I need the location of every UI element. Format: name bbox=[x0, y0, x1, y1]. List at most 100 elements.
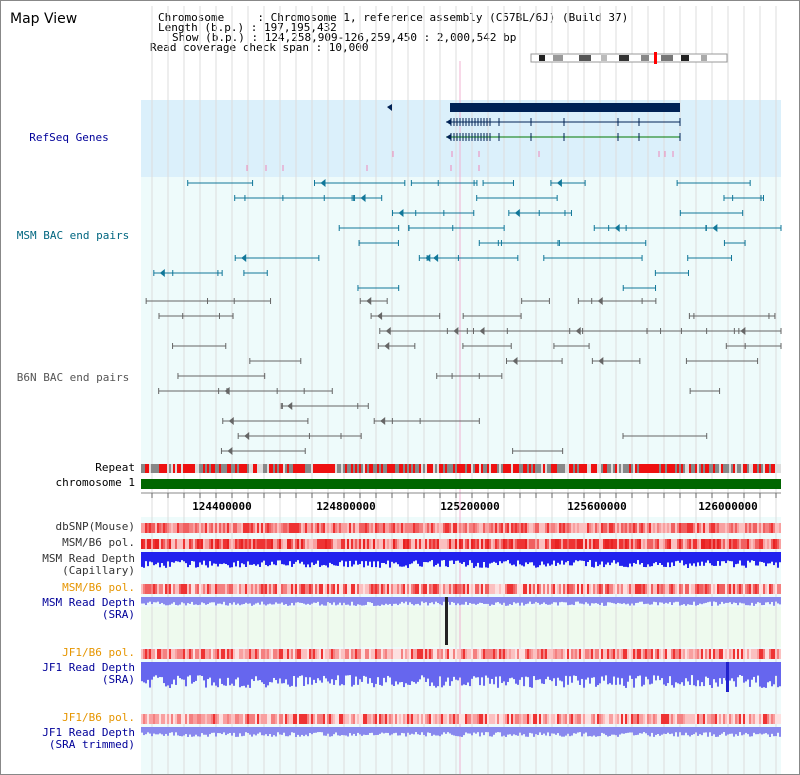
repeat-block bbox=[599, 464, 601, 473]
msm-pol2-cell bbox=[549, 584, 551, 594]
msm-pol-cell bbox=[229, 539, 231, 549]
jf1-pol2-cell bbox=[245, 714, 247, 724]
msm-sra-depth-bar bbox=[493, 597, 495, 605]
jf1-sra-depth-bar bbox=[145, 662, 147, 684]
jf1-pol2-cell bbox=[671, 714, 673, 724]
msm-cap-depth-bar bbox=[279, 552, 281, 561]
jf1-trim-depth-bar bbox=[347, 727, 349, 737]
msm-cap-depth-bar bbox=[167, 552, 169, 562]
jf1-pol2-cell bbox=[209, 714, 211, 724]
repeat-block bbox=[321, 464, 323, 473]
jf1-trim-depth-bar bbox=[389, 727, 391, 736]
jf1-sra-depth-bar bbox=[171, 662, 173, 685]
dbsnp-cell bbox=[771, 523, 773, 533]
chromosome-ideogram[interactable] bbox=[530, 52, 728, 64]
b6n-bac-pair-arrow bbox=[385, 327, 391, 335]
jf1-trim-depth-bar bbox=[669, 727, 671, 735]
jf1-pol2-cell bbox=[399, 714, 401, 724]
msm-sra-depth-bar bbox=[483, 597, 485, 604]
dbsnp-cell bbox=[141, 523, 143, 533]
track-label-b6n-bac[interactable]: B6N BAC end pairs bbox=[16, 371, 130, 384]
jf1-trim-depth-bar bbox=[501, 727, 503, 737]
repeat-block bbox=[631, 464, 633, 473]
msm-pol2-cell bbox=[357, 584, 359, 594]
jf1-pol2-cell bbox=[297, 714, 299, 724]
jf1-pol-cell bbox=[263, 649, 265, 659]
dbsnp-cell bbox=[375, 523, 377, 533]
msm-sra-depth-bar bbox=[305, 597, 307, 605]
jf1-trim-depth-bar bbox=[293, 727, 295, 733]
msm-cap-depth-bar bbox=[655, 552, 657, 563]
jf1-sra-depth-bar bbox=[283, 662, 285, 684]
msm-sra-depth-bar bbox=[281, 597, 283, 603]
track-label-refseq[interactable]: RefSeq Genes bbox=[29, 131, 109, 144]
msm-cap-depth-bar bbox=[465, 552, 467, 567]
jf1-trim-depth-bar bbox=[413, 727, 415, 735]
jf1-pol-cell bbox=[707, 649, 709, 659]
jf1-trim-depth-bar bbox=[751, 727, 753, 737]
b6n-bac-pair-arrow bbox=[244, 432, 250, 440]
jf1-pol2-cell bbox=[403, 714, 405, 724]
msm-pol2-cell bbox=[517, 584, 519, 594]
jf1-sra-depth-bar bbox=[461, 662, 463, 686]
msm-pol-cell bbox=[451, 539, 453, 549]
msm-cap-depth-bar bbox=[333, 552, 335, 566]
jf1-pol2-cell bbox=[565, 714, 567, 724]
jf1-sra-depth-bar bbox=[735, 662, 737, 687]
msm-pol-cell bbox=[237, 539, 239, 549]
repeat-block bbox=[187, 464, 189, 473]
msm-pol-cell bbox=[453, 539, 455, 549]
jf1-pol2-cell bbox=[481, 714, 483, 724]
repeat-block bbox=[345, 464, 347, 473]
jf1-pol2-cell bbox=[387, 714, 389, 724]
msm-cap-depth-bar bbox=[263, 552, 265, 561]
jf1-pol2-cell bbox=[305, 714, 307, 724]
jf1-pol-cell bbox=[233, 649, 235, 659]
msm-sra-depth-bar bbox=[509, 597, 511, 605]
repeat-block bbox=[675, 464, 677, 473]
jf1-pol-cell bbox=[365, 649, 367, 659]
msm-pol-cell bbox=[523, 539, 525, 549]
jf1-trim-depth-bar bbox=[749, 727, 751, 737]
repeat-block bbox=[265, 464, 267, 473]
repeat-block bbox=[699, 464, 701, 473]
repeat-block bbox=[301, 464, 303, 473]
track-label-msm-bac[interactable]: MSM BAC end pairs bbox=[16, 229, 130, 242]
jf1-pol2-cell bbox=[559, 714, 561, 724]
jf1-pol-cell bbox=[683, 649, 685, 659]
jf1-trim-depth-bar bbox=[571, 727, 573, 736]
dbsnp-cell bbox=[471, 523, 473, 533]
msm-cap-depth-bar bbox=[235, 552, 237, 567]
jf1-trim-depth-bar bbox=[151, 727, 153, 737]
dbsnp-cell bbox=[715, 523, 717, 533]
msm-pol-cell bbox=[527, 539, 529, 549]
msm-pol2-cell bbox=[767, 584, 769, 594]
jf1-sra-depth-bar bbox=[177, 662, 179, 676]
msm-pol-cell bbox=[741, 539, 743, 549]
msm-cap-depth-bar bbox=[463, 552, 465, 563]
msm-cap-depth-bar bbox=[357, 552, 359, 565]
dbsnp-cell bbox=[507, 523, 509, 533]
msm-cap-depth-bar bbox=[395, 552, 397, 563]
repeat-block bbox=[153, 464, 155, 473]
jf1-pol2-cell bbox=[669, 714, 671, 724]
msm-cap-depth-bar bbox=[207, 552, 209, 568]
jf1-sra-depth-bar bbox=[711, 662, 713, 688]
jf1-sra-depth-bar bbox=[327, 662, 329, 682]
dbsnp-cell bbox=[199, 523, 201, 533]
repeat-block bbox=[479, 464, 481, 473]
msm-sra-depth-bar bbox=[625, 597, 627, 605]
msm-pol-cell bbox=[497, 539, 499, 549]
msm-pol2-cell bbox=[473, 584, 475, 594]
msm-pol-cell bbox=[415, 539, 417, 549]
msm-sra-depth-bar bbox=[359, 597, 361, 605]
dbsnp-cell bbox=[687, 523, 689, 533]
jf1-sra-depth-bar bbox=[443, 662, 445, 686]
jf1-pol-cell bbox=[677, 649, 679, 659]
msm-pol2-cell bbox=[503, 584, 505, 594]
msm-sra-depth-bar bbox=[775, 597, 777, 602]
msm-cap-depth-bar bbox=[441, 552, 443, 561]
dbsnp-cell bbox=[271, 523, 273, 533]
msm-sra-depth-bar bbox=[677, 597, 679, 602]
